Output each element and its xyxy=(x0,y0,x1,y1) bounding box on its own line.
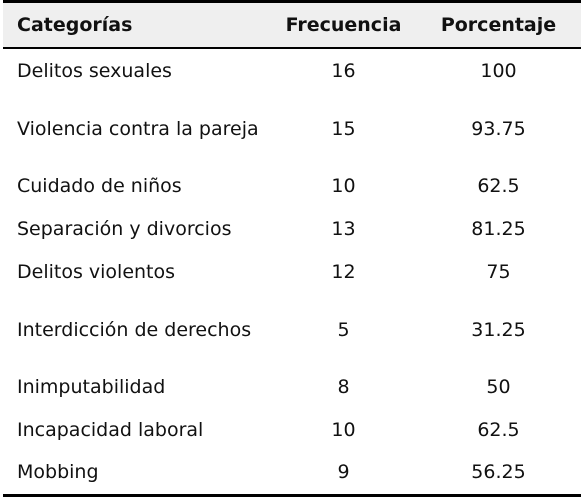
table-row: Delitos sexuales 16 100 xyxy=(3,48,581,93)
cell-frequency: 13 xyxy=(331,218,356,240)
table-body: Delitos sexuales 16 100 Violencia contra… xyxy=(3,48,581,495)
cell-frequency: 8 xyxy=(337,376,350,398)
table-row: Violencia contra la pareja 15 93.75 xyxy=(3,93,581,165)
data-table-container: Categorías Frecuencia Porcentaje Delitos… xyxy=(3,0,581,497)
cell-frequency: 10 xyxy=(331,419,356,441)
header-categorias: Categorías xyxy=(3,1,271,48)
cell-frequency: 9 xyxy=(337,461,350,484)
cell-category: Delitos sexuales xyxy=(17,59,172,82)
categories-table: Categorías Frecuencia Porcentaje Delitos… xyxy=(3,0,581,497)
table-row: Cuidado de niños 10 62.5 xyxy=(3,165,581,208)
cell-percentage: 50 xyxy=(486,376,511,398)
cell-percentage: 56.25 xyxy=(471,461,526,484)
cell-percentage: 62.5 xyxy=(477,419,520,441)
cell-category: Inimputabilidad xyxy=(17,376,166,398)
table-header: Categorías Frecuencia Porcentaje xyxy=(3,1,581,48)
cell-frequency: 10 xyxy=(331,175,356,197)
cell-category: Mobbing xyxy=(17,461,99,484)
cell-category: Incapacidad laboral xyxy=(17,419,204,441)
cell-frequency: 16 xyxy=(331,59,356,82)
table-row: Inimputabilidad 8 50 xyxy=(3,366,581,409)
cell-frequency: 12 xyxy=(331,261,356,283)
cell-category: Interdicción de derechos xyxy=(17,318,252,341)
header-row: Categorías Frecuencia Porcentaje xyxy=(3,1,581,48)
header-frecuencia: Frecuencia xyxy=(271,1,416,48)
cell-category: Violencia contra la pareja xyxy=(17,117,259,140)
cell-category: Delitos violentos xyxy=(17,261,176,283)
cell-percentage: 100 xyxy=(480,59,517,82)
table-row: Incapacidad laboral 10 62.5 xyxy=(3,409,581,452)
cell-percentage: 62.5 xyxy=(477,175,520,197)
cell-category: Cuidado de niños xyxy=(17,175,182,197)
table-row: Mobbing 9 56.25 xyxy=(3,452,581,495)
cell-percentage: 81.25 xyxy=(471,218,526,240)
cell-percentage: 75 xyxy=(486,261,511,283)
cell-frequency: 15 xyxy=(331,117,356,140)
header-porcentaje: Porcentaje xyxy=(416,1,581,48)
table-row: Delitos violentos 12 75 xyxy=(3,251,581,294)
cell-percentage: 31.25 xyxy=(471,318,526,341)
table-row: Separación y divorcios 13 81.25 xyxy=(3,208,581,251)
table-row: Interdicción de derechos 5 31.25 xyxy=(3,294,581,366)
cell-frequency: 5 xyxy=(337,318,350,341)
cell-category: Separación y divorcios xyxy=(17,218,232,240)
cell-percentage: 93.75 xyxy=(471,117,526,140)
